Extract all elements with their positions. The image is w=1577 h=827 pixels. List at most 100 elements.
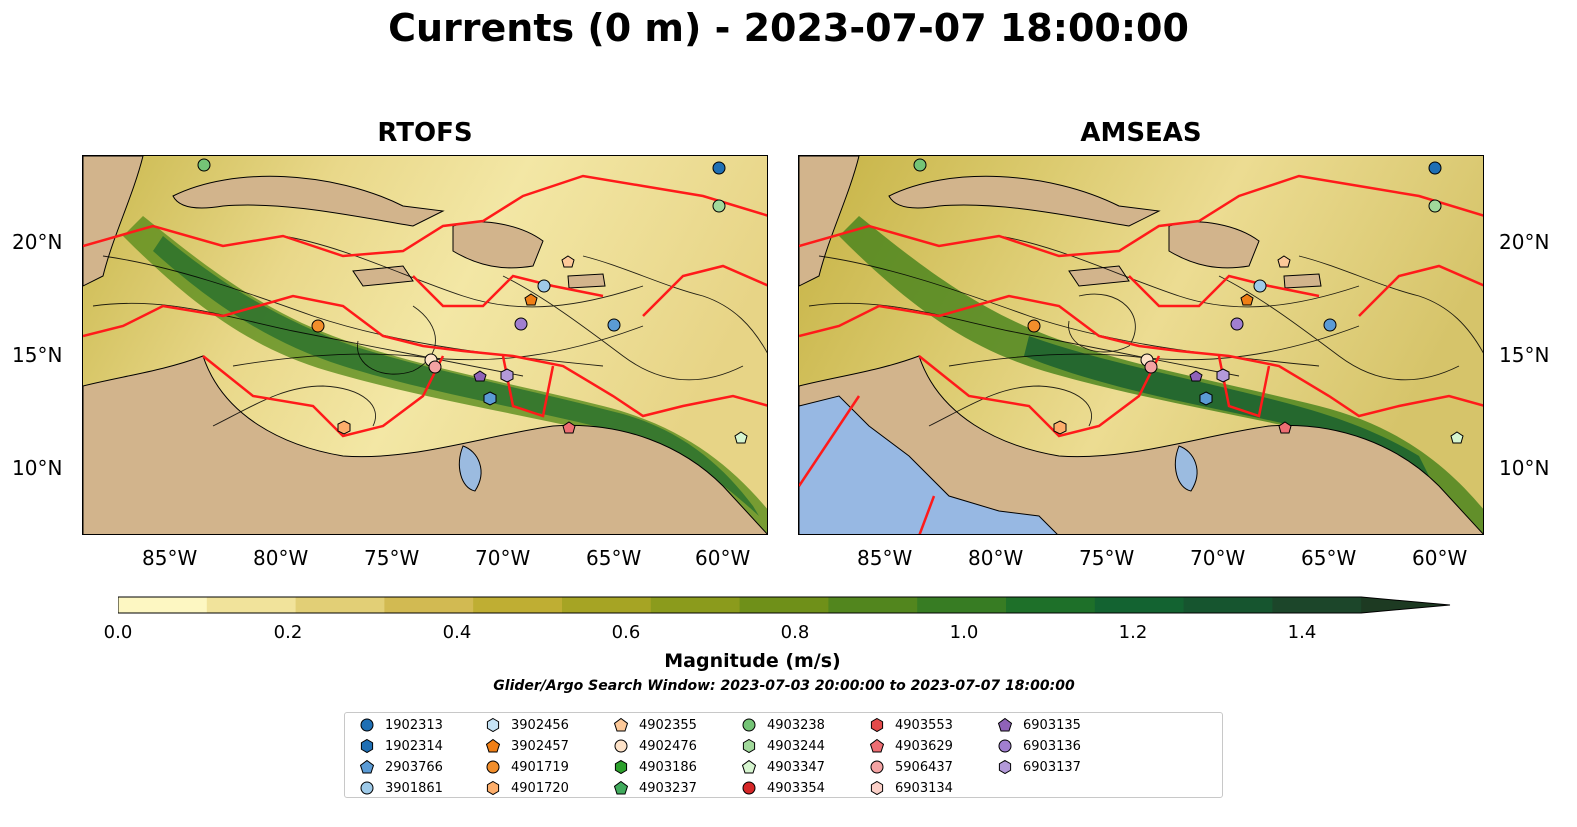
hexagon-marker-icon [742,738,756,754]
legend-item: 6903136 [997,738,1081,754]
legend-label: 4903347 [767,759,825,775]
x-tick-left-80w: 80°W [253,546,309,570]
legend-item: 4903244 [741,738,825,754]
legend-item: 1902314 [359,738,443,754]
colorbar-tick-6: 1.2 [1118,622,1148,643]
float-6903137[interactable] [500,368,514,383]
legend-label: 3902456 [511,717,569,733]
hexagon-marker-icon [998,759,1012,775]
land-central-south-america [83,355,767,534]
float-5906437[interactable] [428,360,442,374]
colorbar-segment [828,597,918,613]
colorbar-segment [384,597,474,613]
float-4903244[interactable] [1428,199,1442,213]
float-4903238[interactable] [913,158,927,172]
float-4902355[interactable] [561,255,575,268]
float-6903136[interactable] [1230,317,1244,331]
legend-item: 3901861 [359,780,443,796]
land-cuba [172,175,445,227]
panel-title-rtofs: RTOFS [377,118,473,148]
colorbar-segment [739,597,829,613]
legend-item: 4901720 [485,780,569,796]
float-markers [197,158,748,444]
circle-marker-icon [998,739,1012,753]
float-1902313[interactable] [712,161,726,175]
legend-item: 4903347 [741,759,825,775]
float-3901861[interactable] [1253,279,1267,293]
map-rtofs[interactable] [82,155,768,535]
float-4903238[interactable] [197,158,211,172]
legend-item: 5906437 [869,759,953,775]
colorbar-tick-3: 0.6 [611,622,641,643]
colorbar-tick-2: 0.4 [442,622,472,643]
float-1902313[interactable] [1428,161,1442,175]
hexagon-marker-icon [360,738,374,754]
colorbar-svg [117,596,1451,614]
circle-marker-icon [870,760,884,774]
float-4901719[interactable] [311,319,325,333]
colorbar-segment [1094,597,1185,613]
hexagon-marker-icon [870,780,884,796]
legend-label: 6903136 [1023,738,1081,754]
pentagon-marker-icon [613,717,629,732]
x-tick-left-85w: 85°W [142,546,198,570]
pentagon-marker-icon [997,717,1013,732]
pentagon-marker-icon [613,780,629,795]
map-amseas[interactable] [798,155,1484,535]
float-6903135[interactable] [1189,370,1203,382]
float-4903629[interactable] [1278,421,1292,434]
float-2903766[interactable] [1323,318,1337,332]
legend-item: 6903137 [997,759,1081,775]
legend-label: 4903237 [639,780,697,796]
pentagon-marker-icon [741,759,757,774]
float-3902457[interactable] [1240,293,1254,306]
colorbar-tick-0: 0.0 [103,622,133,643]
hexagon-marker-icon [486,717,500,733]
float-3901861[interactable] [537,279,551,293]
float-2903766[interactable] [607,318,621,332]
land-hispaniola [1168,221,1260,269]
x-tick-right-80w: 80°W [968,546,1024,570]
colorbar-segment [295,597,385,613]
hexagon-marker-icon [614,759,628,775]
legend-label: 4903186 [639,759,697,775]
circle-marker-icon [614,739,628,753]
legend-label: 4903629 [895,738,953,754]
float-4902355[interactable] [1277,255,1291,268]
legend-item: 1902313 [359,717,443,733]
x-tick-right-75w: 75°W [1079,546,1135,570]
float-4903347[interactable] [734,431,748,444]
colorbar-segment [206,597,297,613]
float-4903244[interactable] [712,199,726,213]
float-5906437[interactable] [1144,360,1158,374]
colorbar-tick-5: 1.0 [949,622,979,643]
float-6903136[interactable] [514,317,528,331]
pacific-ocean [799,395,1058,534]
float-4903629[interactable] [562,421,576,434]
circle-marker-icon [360,781,374,795]
float-4903347[interactable] [1450,431,1464,444]
land-hispaniola [452,221,544,269]
float-4901720[interactable] [337,420,351,435]
legend-item: 4903186 [613,759,697,775]
float-6903135[interactable] [473,370,487,382]
colorbar-segment [562,597,652,613]
eez-boundaries [799,174,1483,534]
float-4901719[interactable] [1027,319,1041,333]
legend-label: 4902476 [639,738,697,754]
float-1902314[interactable] [483,391,497,406]
legend-item: 4901719 [485,759,569,775]
colorbar-tick-4: 0.8 [780,622,810,643]
colorbar [117,596,1458,620]
figure-title: Currents (0 m) - 2023-07-07 18:00:00 [388,6,1189,50]
float-4901720[interactable] [1053,420,1067,435]
colorbar-extend-arrow [1361,597,1450,613]
x-tick-right-65w: 65°W [1301,546,1357,570]
colorbar-label: Magnitude (m/s) [664,650,841,672]
circle-marker-icon [360,718,374,732]
float-1902314[interactable] [1199,391,1213,406]
legend-item: 4903354 [741,780,825,796]
float-6903137[interactable] [1216,368,1230,383]
map-rtofs-canvas [83,156,767,534]
float-3902457[interactable] [524,293,538,306]
